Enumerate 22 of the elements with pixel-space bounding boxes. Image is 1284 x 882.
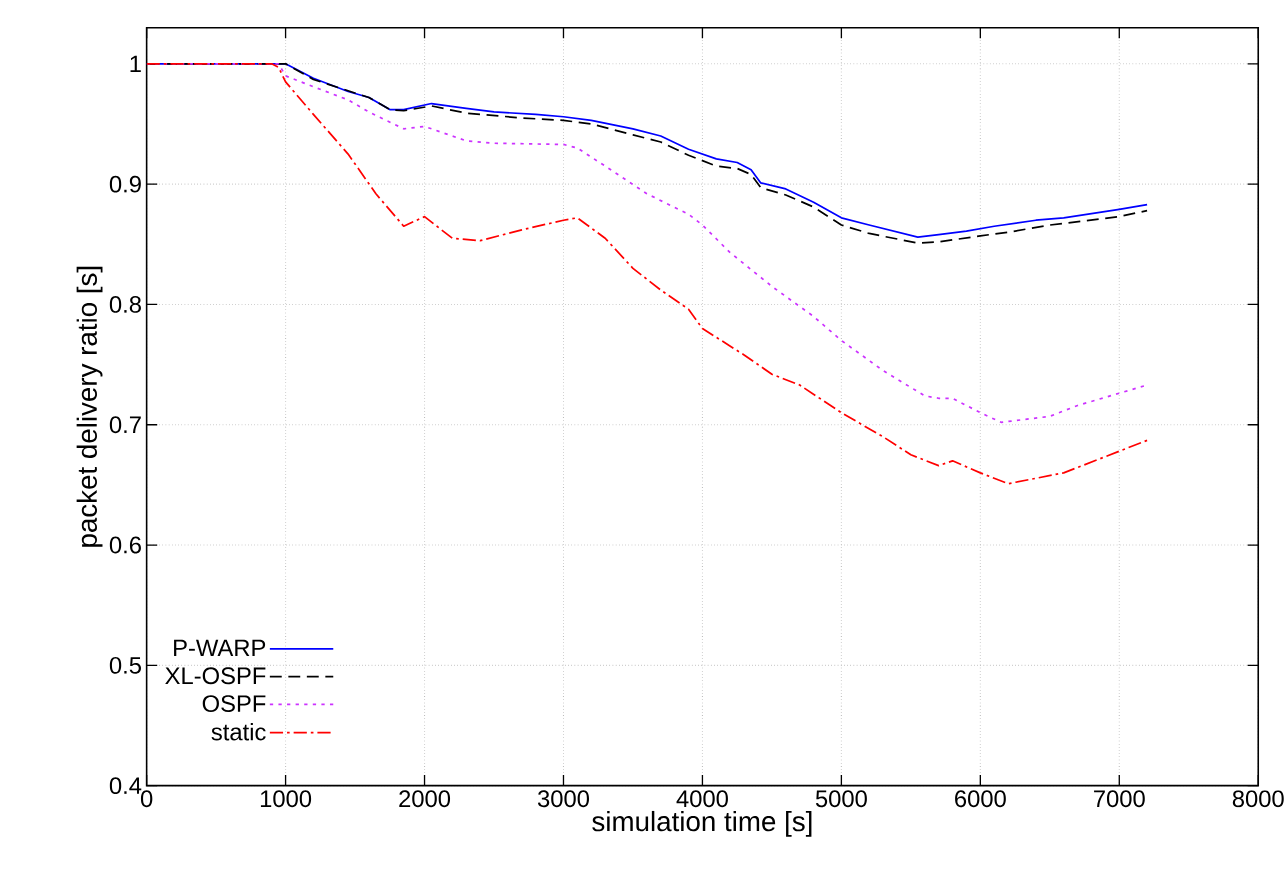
x-axis-title: simulation time [s] [592,811,812,837]
x-tick-label: 7000 [1094,790,1145,808]
legend-label: OSPF [202,695,266,713]
y-tick-label: 0.8 [109,296,141,313]
x-tick-label: 5000 [815,790,867,808]
y-tick-label: 0.5 [109,657,141,674]
x-tick-label: 6000 [955,790,1006,808]
y-axis-title: packet delivery ratio [s] [76,267,103,547]
x-tick-label: 0 [140,790,153,808]
legend-label: XL-OSPF [165,667,266,685]
y-tick-label: 0.4 [109,777,142,795]
legend-label: static [211,723,266,741]
x-tick-label: 8000 [1232,790,1284,808]
y-tick-label: 0.7 [109,416,141,434]
y-tick-label: 0.9 [109,175,141,193]
y-tick-label: 1 [130,55,141,73]
y-tick-label: 0.6 [109,536,141,554]
x-tick-label: 3000 [537,790,589,808]
legend-label: P-WARP [174,639,266,657]
x-tick-label: 1000 [260,790,312,808]
x-tick-label: 4000 [676,790,728,808]
x-tick-label: 2000 [399,790,451,808]
